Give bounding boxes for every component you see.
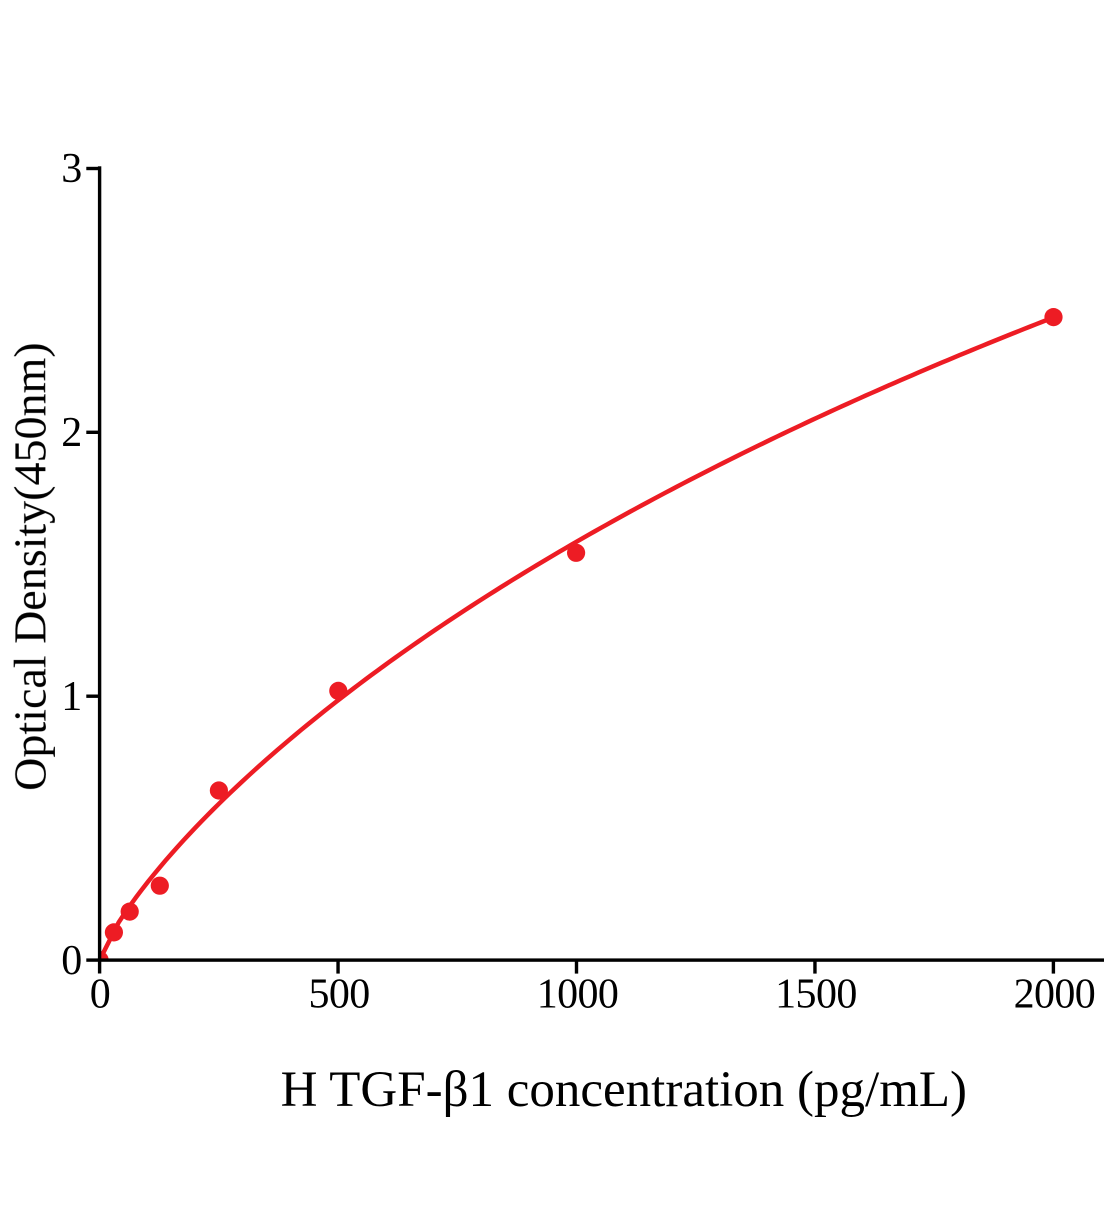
svg-text:1: 1 <box>61 674 81 720</box>
svg-text:H TGF-β1 concentration (pg/mL): H TGF-β1 concentration (pg/mL) <box>281 1062 967 1118</box>
svg-text:Optical Density(450nm): Optical Density(450nm) <box>4 342 55 790</box>
svg-text:1000: 1000 <box>537 972 619 1018</box>
svg-text:500: 500 <box>308 972 369 1018</box>
svg-text:2: 2 <box>61 410 81 456</box>
svg-text:3: 3 <box>61 146 81 192</box>
svg-text:1500: 1500 <box>775 972 857 1018</box>
svg-text:2000: 2000 <box>1014 972 1096 1018</box>
svg-text:0: 0 <box>90 972 110 1018</box>
svg-text:0: 0 <box>61 938 81 984</box>
